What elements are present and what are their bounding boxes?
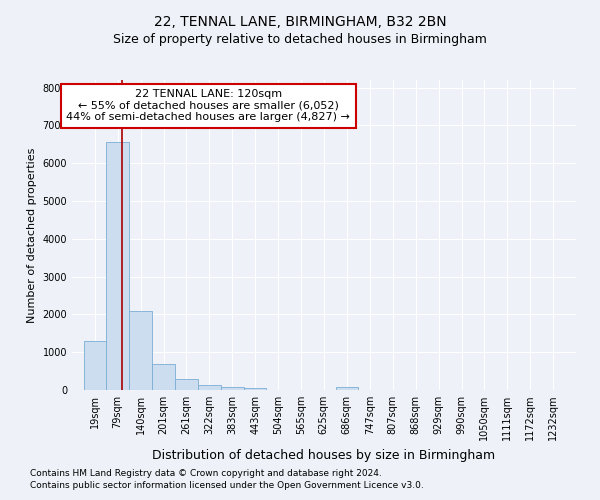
Bar: [152, 364, 175, 390]
Bar: [335, 387, 358, 390]
Bar: [130, 312, 152, 390]
Bar: [198, 386, 221, 390]
Bar: [84, 341, 106, 390]
X-axis label: Distribution of detached houses by size in Birmingham: Distribution of detached houses by size …: [152, 448, 496, 462]
Y-axis label: Number of detached properties: Number of detached properties: [27, 148, 37, 322]
Text: Contains HM Land Registry data © Crown copyright and database right 2024.: Contains HM Land Registry data © Crown c…: [30, 468, 382, 477]
Bar: [175, 380, 197, 390]
Text: Size of property relative to detached houses in Birmingham: Size of property relative to detached ho…: [113, 32, 487, 46]
Bar: [244, 388, 266, 390]
Text: 22 TENNAL LANE: 120sqm
← 55% of detached houses are smaller (6,052)
44% of semi-: 22 TENNAL LANE: 120sqm ← 55% of detached…: [66, 90, 350, 122]
Bar: [221, 387, 244, 390]
Text: 22, TENNAL LANE, BIRMINGHAM, B32 2BN: 22, TENNAL LANE, BIRMINGHAM, B32 2BN: [154, 15, 446, 29]
Text: Contains public sector information licensed under the Open Government Licence v3: Contains public sector information licen…: [30, 481, 424, 490]
Bar: [106, 142, 129, 390]
